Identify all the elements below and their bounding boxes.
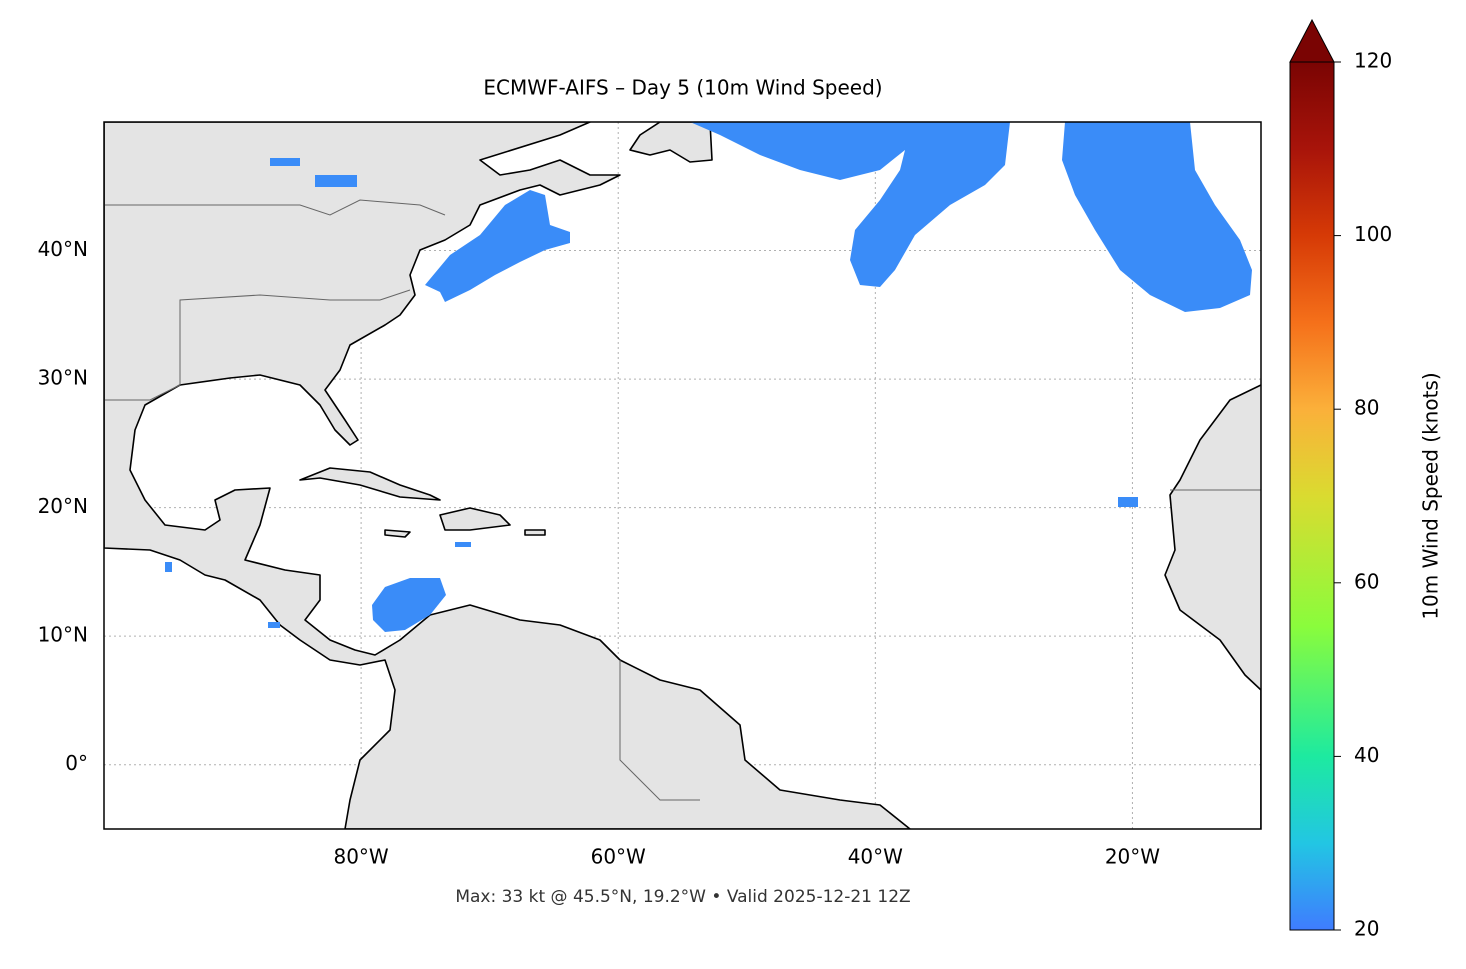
wind-swath bbox=[690, 122, 1010, 287]
hispaniola bbox=[439, 507, 511, 531]
colorbar-tick-label: 20 bbox=[1354, 917, 1379, 941]
wind-swath bbox=[455, 542, 471, 547]
map-title: ECMWF-AIFS – Day 5 (10m Wind Speed) bbox=[483, 76, 882, 100]
colorbar-extend bbox=[1289, 18, 1335, 63]
newfoundland bbox=[629, 122, 713, 163]
border bbox=[179, 289, 411, 385]
puerto-rico bbox=[524, 529, 546, 536]
x-tick-label: 40°W bbox=[848, 845, 903, 869]
y-tick-label: 0° bbox=[65, 751, 88, 775]
map-footer: Max: 33 kt @ 45.5°N, 19.2°W • Valid 2025… bbox=[455, 887, 910, 907]
x-tick-label: 60°W bbox=[591, 845, 646, 869]
colorbar-tick-label: 60 bbox=[1354, 569, 1379, 593]
colorbar bbox=[1289, 61, 1335, 931]
wind-swath bbox=[425, 190, 570, 302]
y-tick-label: 40°N bbox=[38, 237, 88, 261]
colorbar-tick-label: 40 bbox=[1354, 743, 1379, 767]
colorbar-tick-label: 100 bbox=[1354, 222, 1392, 246]
x-tick-label: 80°W bbox=[333, 845, 388, 869]
x-tick-label: 20°W bbox=[1105, 845, 1160, 869]
wind-swath bbox=[315, 175, 357, 187]
wind-swath bbox=[270, 158, 300, 166]
jamaica bbox=[384, 529, 411, 538]
border bbox=[104, 384, 181, 401]
wind-swath bbox=[165, 562, 172, 572]
y-tick-label: 20°N bbox=[38, 494, 88, 518]
y-tick-label: 30°N bbox=[38, 366, 88, 390]
colorbar-tick-label: 120 bbox=[1354, 49, 1392, 73]
border bbox=[104, 199, 446, 216]
border bbox=[619, 660, 700, 801]
wind-swath bbox=[1062, 122, 1252, 312]
africa bbox=[1164, 384, 1261, 829]
wind-swath bbox=[1118, 497, 1138, 507]
colorbar-tick-label: 80 bbox=[1354, 396, 1379, 420]
cuba bbox=[299, 467, 441, 501]
y-tick-label: 10°N bbox=[38, 623, 88, 647]
colorbar-label: 10m Wind Speed (knots) bbox=[1419, 372, 1443, 619]
wind-swath bbox=[372, 578, 446, 632]
wind-swath bbox=[268, 622, 280, 628]
basemap bbox=[104, 122, 1261, 829]
map-frame bbox=[103, 121, 1262, 830]
